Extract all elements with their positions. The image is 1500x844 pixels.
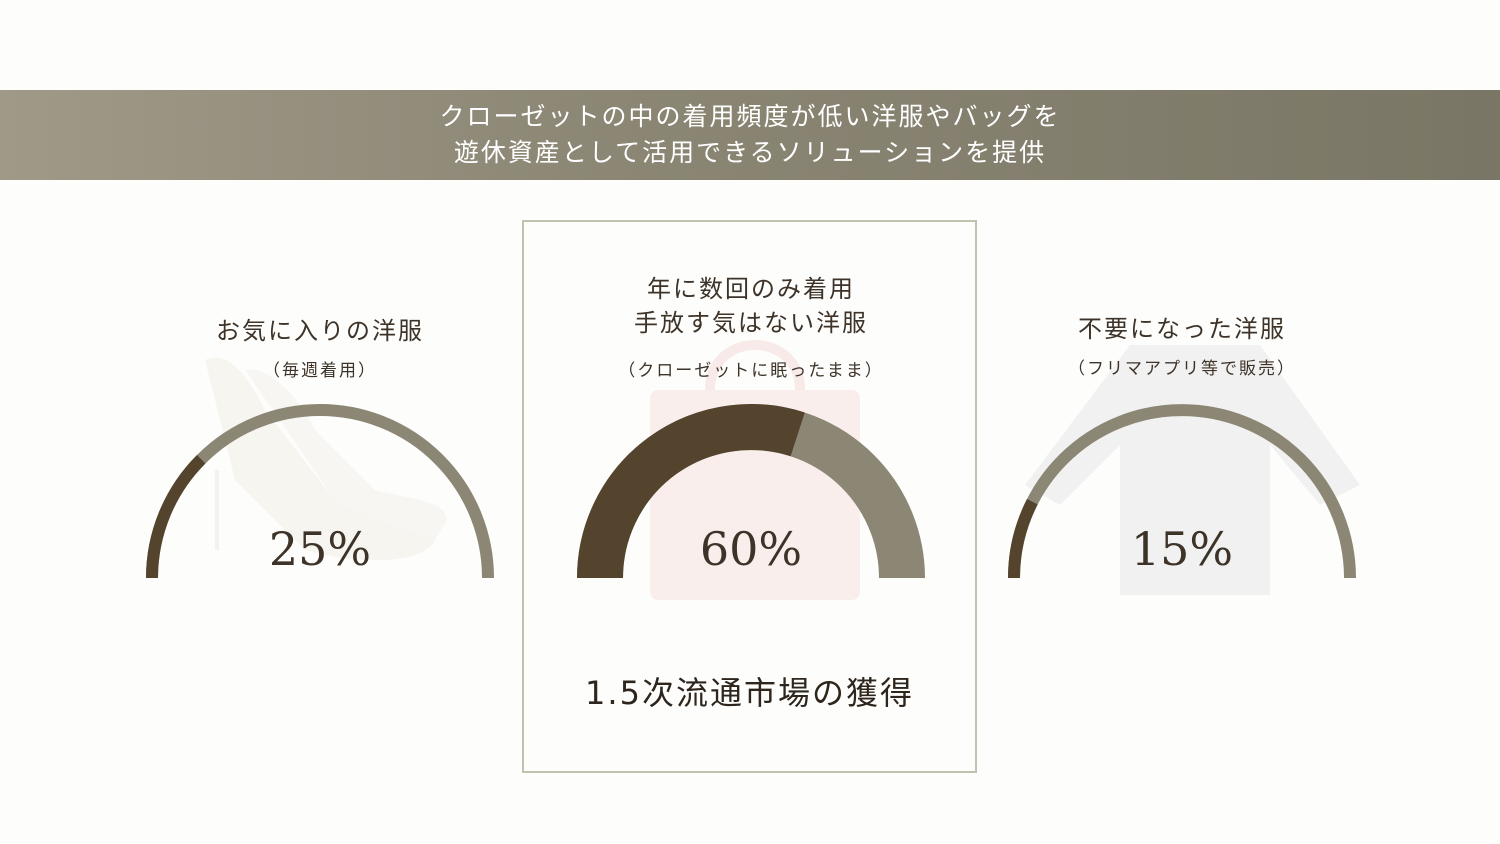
column-title: お気に入りの洋服 xyxy=(216,317,424,345)
banner-line-1: クローゼットの中の着用頻度が低い洋服やバッグを xyxy=(439,102,1061,131)
header-banner: クローゼットの中の着用頻度が低い洋服やバッグを 遊休資産として活用できるソリュー… xyxy=(0,90,1500,180)
column-subtitle: （毎週着用） xyxy=(263,361,377,381)
column-title: 年に数回のみ着用 xyxy=(647,275,855,303)
gauge-25 xyxy=(146,404,494,579)
gauge-60 xyxy=(577,404,925,579)
percent-15: 15% xyxy=(1130,522,1234,576)
gauge-15 xyxy=(1007,404,1356,579)
highlight-label: 1.5次流通市場の獲得 xyxy=(585,674,914,712)
percent-25: 25% xyxy=(268,522,372,576)
column-favorite: お気に入りの洋服 （毎週着用） xyxy=(105,314,535,381)
column-title-2: 手放す気はない洋服 xyxy=(634,309,868,337)
coat-icon xyxy=(1025,345,1360,595)
column-rarely-worn: 年に数回のみ着用 手放す気はない洋服 （クローゼットに眠ったまま） xyxy=(536,272,966,381)
column-title: 不要になった洋服 xyxy=(1078,315,1286,343)
banner-line-2: 遊休資産として活用できるソリューションを提供 xyxy=(453,138,1047,167)
highlight-box xyxy=(522,220,977,773)
column-unneeded: 不要になった洋服 （フリマアプリ等で販売） xyxy=(967,312,1397,379)
column-subtitle: （クローゼットに眠ったまま） xyxy=(618,361,884,381)
column-subtitle: （フリマアプリ等で販売） xyxy=(1068,359,1296,379)
percent-60: 60% xyxy=(699,522,803,576)
